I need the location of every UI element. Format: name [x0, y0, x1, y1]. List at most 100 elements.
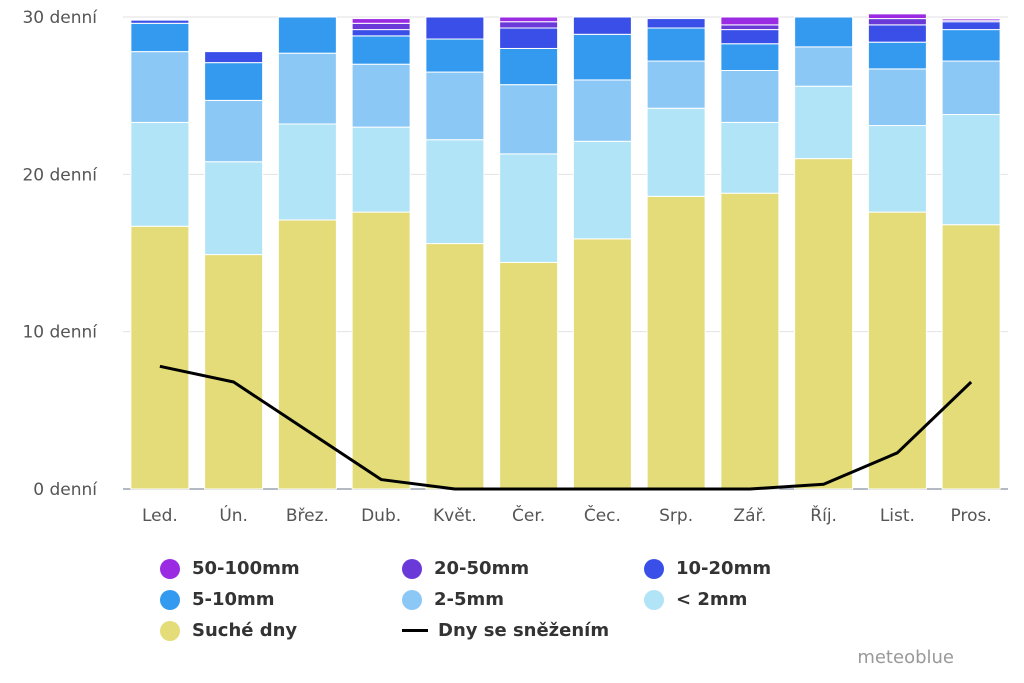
bar-segment-5-10mm[interactable]: [720, 43, 780, 71]
bar-segment-such-dny[interactable]: [277, 219, 337, 490]
bar-segment-5-10mm[interactable]: [277, 16, 337, 54]
bar-segment--2mm[interactable]: [130, 121, 190, 227]
legend-item-2-5mm[interactable]: 2-5mm: [402, 587, 644, 612]
bar-segment-10-20mm[interactable]: [646, 18, 706, 29]
x-tick-label: Pros.: [951, 506, 992, 526]
bar-segment-5-10mm[interactable]: [425, 38, 485, 73]
bar-segment--2mm[interactable]: [572, 140, 632, 240]
bar-segment-such-dny[interactable]: [794, 158, 854, 490]
legend-item-10-20mm[interactable]: 10-20mm: [644, 556, 844, 581]
bar-segment-such-dny[interactable]: [425, 243, 485, 490]
legend-label: < 2mm: [676, 589, 748, 610]
bar-segment-10-20mm[interactable]: [499, 27, 559, 49]
bar-segment--2mm[interactable]: [867, 125, 927, 213]
bar-segment--2mm[interactable]: [277, 123, 337, 221]
legend-dot-icon: [160, 620, 180, 641]
bar-segment--2mm[interactable]: [351, 126, 411, 213]
bar-segment-2-5mm[interactable]: [867, 68, 927, 127]
legend-item-20-50mm[interactable]: 20-50mm: [402, 556, 644, 581]
bar-segment-2-5mm[interactable]: [941, 60, 1001, 116]
bar-segment-10-20mm[interactable]: [130, 19, 190, 24]
x-tick-label: Říj.: [810, 504, 837, 526]
bar-segment-5-10mm[interactable]: [646, 27, 706, 62]
bar-segment-50-100mm[interactable]: [720, 16, 780, 26]
legend-dot-icon: [160, 558, 180, 579]
bar-segment-such-dny[interactable]: [351, 211, 411, 490]
bars-group: [130, 13, 1001, 490]
bar-segment--2mm[interactable]: [794, 85, 854, 160]
bar-segment-such-dny[interactable]: [572, 238, 632, 490]
bar-segment-such-dny[interactable]: [130, 225, 190, 490]
bar-segment-such-dny[interactable]: [204, 254, 264, 490]
bar-segment-10-20mm[interactable]: [941, 21, 1001, 31]
legend-item-lt-2mm[interactable]: < 2mm: [644, 587, 844, 612]
bar-segment-5-10mm[interactable]: [130, 22, 190, 53]
x-tick-label: Ún.: [219, 504, 248, 526]
bar-segment--2mm[interactable]: [941, 114, 1001, 226]
meteoblue-credit[interactable]: meteoblue: [857, 647, 954, 668]
legend-dot-icon: [644, 589, 664, 610]
bar-segment-2-5mm[interactable]: [204, 99, 264, 163]
bar-segment-5-10mm[interactable]: [794, 16, 854, 48]
bar-segment-50-100mm[interactable]: [351, 18, 411, 24]
bar-segment-such-dny[interactable]: [720, 192, 780, 490]
bar-segment--2mm[interactable]: [720, 121, 780, 194]
legend-item-5-10mm[interactable]: 5-10mm: [160, 587, 402, 612]
bar-segment-2-5mm[interactable]: [720, 69, 780, 123]
legend-label: 5-10mm: [192, 589, 275, 610]
bar-segment-50-100mm[interactable]: [499, 16, 559, 23]
bar-segment-2-5mm[interactable]: [572, 79, 632, 142]
bar-segment-20-50mm[interactable]: [499, 21, 559, 29]
legend-item-50-100mm[interactable]: 50-100mm: [160, 556, 402, 581]
bar-segment-2-5mm[interactable]: [425, 71, 485, 141]
bar-segment--2mm[interactable]: [204, 161, 264, 256]
legend-item-snow-days[interactable]: Dny se sněžením: [402, 618, 644, 643]
legend-item-dry-days[interactable]: Suché dny: [160, 618, 402, 643]
bar-segment-5-10mm[interactable]: [941, 29, 1001, 62]
bar-segment-such-dny[interactable]: [499, 261, 559, 490]
bar-segment-10-20mm[interactable]: [351, 29, 411, 37]
bar-segment-10-20mm[interactable]: [425, 16, 485, 40]
legend-label: Dny se sněžením: [438, 620, 610, 641]
bar-segment-5-10mm[interactable]: [499, 47, 559, 86]
bar-segment-50-100mm[interactable]: [941, 18, 1001, 21]
x-tick-label: Srp.: [659, 506, 693, 526]
bar-segment-50-100mm[interactable]: [867, 13, 927, 20]
bar-segment-2-5mm[interactable]: [794, 46, 854, 87]
bar-segment-10-20mm[interactable]: [204, 51, 264, 64]
bar-segment-5-10mm[interactable]: [867, 41, 927, 70]
snow-days-line[interactable]: [159, 364, 973, 491]
bar-segment-2-5mm[interactable]: [646, 60, 706, 109]
bar-segment-5-10mm[interactable]: [351, 35, 411, 65]
y-axis-ticks: 0 denní 10 denní 20 denní 30 denní: [22, 8, 98, 500]
bar-segment-such-dny[interactable]: [941, 224, 1001, 490]
y-tick-label: 30 denní: [22, 8, 98, 28]
bar-segment-10-20mm[interactable]: [867, 24, 927, 43]
bar-segment-20-50mm[interactable]: [867, 18, 927, 26]
legend-label: 20-50mm: [434, 558, 530, 579]
bar-segment--2mm[interactable]: [499, 153, 559, 263]
bar-segment-20-50mm[interactable]: [720, 24, 780, 31]
bar-segment-10-20mm[interactable]: [572, 16, 632, 35]
legend-dot-icon: [160, 589, 180, 610]
bar-segment-2-5mm[interactable]: [351, 63, 411, 128]
x-axis-ticks: Led. Ún. Břez. Dub. Květ. Čer. Čec. Srp. Zář. Říj…: [142, 504, 992, 526]
bar-segment-such-dny[interactable]: [646, 195, 706, 490]
bar-segment-10-20mm[interactable]: [720, 29, 780, 45]
bar-segment--2mm[interactable]: [646, 107, 706, 197]
bar-segment-20-50mm[interactable]: [351, 22, 411, 31]
bar-segment-5-10mm[interactable]: [204, 62, 264, 101]
bar-segment-2-5mm[interactable]: [277, 52, 337, 125]
y-tick-label: 0 denní: [33, 480, 98, 500]
chart-svg: 0 denní 10 denní 20 denní 30 denní Led. Ún. B…: [22, 8, 1008, 526]
legend-dot-icon: [402, 589, 422, 610]
legend-line-icon: [402, 629, 428, 632]
x-tick-label: List.: [880, 506, 915, 526]
bar-segment-5-10mm[interactable]: [572, 33, 632, 81]
bar-segment-2-5mm[interactable]: [499, 84, 559, 155]
snow-line-group: [159, 364, 973, 491]
bar-segment-such-dny[interactable]: [867, 211, 927, 490]
x-tick-label: Dub.: [361, 506, 401, 526]
bar-segment--2mm[interactable]: [425, 139, 485, 245]
bar-segment-2-5mm[interactable]: [130, 51, 190, 123]
